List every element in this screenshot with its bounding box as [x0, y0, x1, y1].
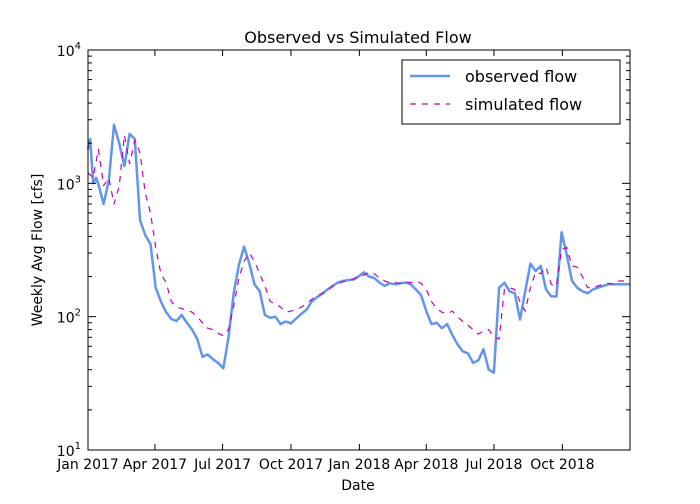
- x-tick-label-7: Oct 2018: [530, 457, 594, 473]
- axis-ticks: Jan 2017 Apr 2017 Jul 2017 Oct 2017 Jan 2018…: [56, 41, 630, 473]
- y-tick-label-2: 103: [57, 174, 81, 193]
- x-tick-label-4: Jan 2018: [328, 457, 391, 473]
- x-tick-label-2: Jul 2017: [193, 457, 251, 473]
- y-tick-label-1: 102: [57, 308, 81, 327]
- x-tick-label-3: Oct 2017: [259, 457, 323, 473]
- legend-box: [401, 59, 621, 125]
- legend: observed flow simulated flow: [401, 59, 621, 125]
- x-tick-label-0: Jan 2017: [56, 457, 119, 473]
- y-axis-label: Weekly Avg Flow [cfs]: [30, 174, 46, 327]
- chart-title: Observed vs Simulated Flow: [244, 28, 471, 47]
- series-layer: [86, 123, 630, 374]
- x-axis-label: Date: [341, 478, 374, 494]
- series-line-0: [86, 123, 630, 374]
- y-tick-label-0: 101: [57, 441, 81, 460]
- y-tick-label-3: 104: [57, 41, 81, 60]
- legend-observed-label: observed flow: [465, 67, 577, 86]
- x-tick-label-5: Apr 2018: [394, 457, 458, 473]
- x-tick-label-6: Jul 2018: [464, 457, 522, 473]
- legend-simulated-label: simulated flow: [465, 95, 582, 114]
- x-tick-label-1: Apr 2017: [123, 457, 187, 473]
- series-line-1: [87, 134, 630, 340]
